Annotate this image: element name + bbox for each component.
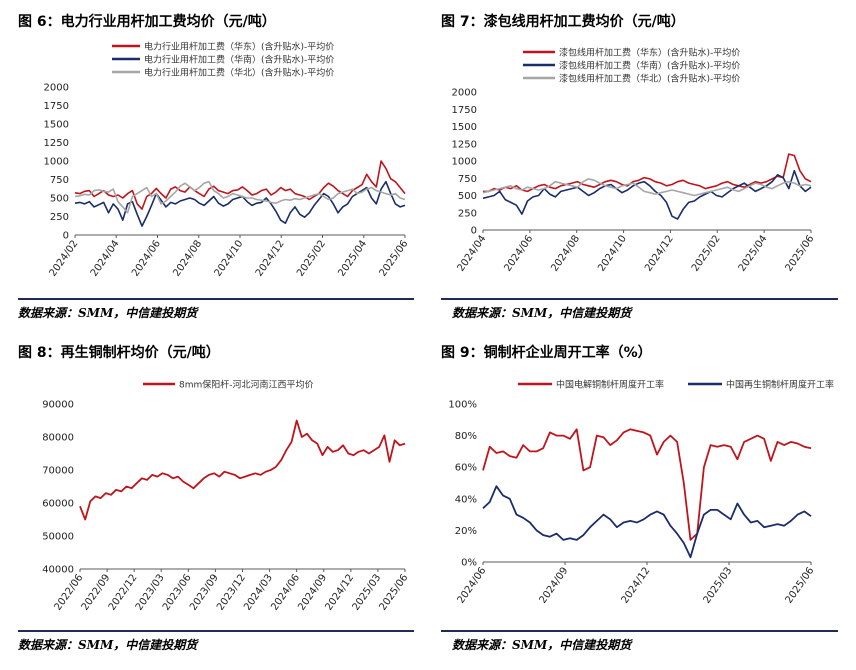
y-tick-label: 1000 [44, 157, 69, 168]
legend-label: 电力行业用杆加工费（华北）(含升贴水)-平均价 [144, 67, 334, 79]
y-tick-label: 500 [458, 191, 477, 202]
chart-title-fig7: 图 7：漆包线用杆加工费均价（元/吨） [441, 14, 685, 30]
source-note-fig9: 数据来源：SMM，中信建投期货 [452, 638, 632, 652]
series-line-2 [482, 169, 812, 220]
y-tick-label: 60% [455, 463, 477, 474]
x-tick-label: 2025/06 [784, 233, 817, 273]
x-tick-label: 2024/09 [538, 565, 571, 605]
series-line-3 [74, 180, 406, 214]
x-tick-label: 2024/02 [48, 238, 81, 278]
x-tick-label: 2025/06 [784, 565, 817, 605]
x-tick-label: 2024/12 [254, 238, 287, 278]
x-tick-label: 2024/10 [596, 233, 629, 273]
divider-fig9 [441, 630, 838, 632]
y-tick-label: 60000 [42, 499, 74, 510]
legend-label: 8mm保阳杆-河北河南江西平均价 [179, 379, 314, 391]
y-tick-label: 20% [455, 526, 477, 537]
legend-label: 电力行业用杆加工费（华东）(含升贴水)-平均价 [144, 41, 334, 53]
y-tick-label: 1500 [452, 122, 477, 133]
y-tick-label: 40000 [42, 565, 74, 576]
y-tick-label: 80% [455, 431, 477, 442]
series-line-1 [483, 153, 812, 193]
series-line-1 [79, 419, 406, 521]
legend-label: 中国电解铜制杆周度开工率 [556, 379, 664, 391]
legend-label: 电力行业用杆加工费（华南）(含升贴水)-平均价 [144, 54, 334, 66]
x-tick-label: 2025/02 [690, 233, 723, 273]
x-tick-label: 2024/12 [643, 233, 676, 273]
y-tick-label: 50000 [42, 532, 74, 543]
legend-label: 中国再生铜制杆周度开工率 [726, 379, 834, 391]
series-line-1 [74, 160, 406, 210]
divider-fig6 [18, 298, 414, 300]
legend-label: 漆包线用杆加工费（华东）(含升贴水)-平均价 [559, 47, 740, 59]
y-tick-label: 0 [63, 231, 69, 242]
y-tick-label: 40% [455, 494, 477, 505]
x-tick-label: 2024/04 [89, 238, 122, 278]
y-tick-label: 1000 [452, 157, 477, 168]
chart-title-fig9: 图 9：铜制杆企业周开工率（%） [441, 345, 652, 361]
y-tick-label: 750 [50, 175, 69, 186]
x-tick-label: 2024/12 [620, 565, 653, 605]
x-tick-label: 2024/06 [130, 238, 163, 278]
y-tick-label: 1250 [44, 138, 69, 149]
x-tick-label: 2024/04 [456, 233, 489, 273]
x-tick-label: 2025/06 [378, 238, 411, 278]
chart-fig7: 0 250 500 750 1000 1250 1500 1750 2000 2024/04 202… [452, 47, 817, 274]
x-tick-label: 2024/08 [549, 233, 582, 273]
x-tick-label: 2024/08 [171, 238, 204, 278]
series-line-2 [482, 485, 812, 559]
chart-title-fig8: 图 8：再生铜制杆均价（元/吨） [18, 345, 220, 361]
chart-fig9: 0% 20% 40% 60% 80% 100% 2024/06 2024/09 2024/12 2… [448, 379, 834, 606]
x-tick-label: 2025/03 [702, 565, 735, 605]
y-tick-label: 1750 [452, 105, 477, 116]
y-tick-label: 500 [50, 194, 69, 205]
y-tick-label: 80000 [42, 433, 74, 444]
y-tick-label: 750 [458, 174, 477, 185]
divider-fig7 [441, 298, 838, 300]
divider-fig8 [18, 630, 414, 632]
x-tick-label: 2025/02 [295, 238, 328, 278]
y-tick-label: 70000 [42, 466, 74, 477]
x-tick-label: 2024/06 [502, 233, 535, 273]
chart-title-fig6: 图 6：电力行业用杆加工费均价（元/吨） [18, 14, 276, 30]
source-note-fig6: 数据来源：SMM，中信建投期货 [18, 306, 198, 320]
x-tick-label: 2024/10 [213, 238, 246, 278]
legend-label: 漆包线用杆加工费（华南）(含升贴水)-平均价 [559, 60, 740, 72]
chart-fig8: 4000050000600007000080000900002022/06202… [42, 379, 410, 613]
source-note-fig8: 数据来源：SMM，中信建投期货 [18, 638, 198, 652]
legend-label: 漆包线用杆加工费（华北）(含升贴水)-平均价 [559, 73, 740, 85]
x-tick-label: 2025/04 [737, 233, 770, 273]
y-tick-label: 100% [448, 400, 477, 411]
y-tick-label: 250 [458, 208, 477, 219]
y-tick-label: 2000 [452, 88, 477, 99]
y-tick-label: 1250 [452, 139, 477, 150]
series-line-1 [482, 428, 812, 541]
x-tick-label: 2025/04 [336, 238, 369, 278]
source-note-fig7: 数据来源：SMM，中信建投期货 [452, 306, 632, 320]
y-tick-label: 0% [461, 558, 477, 569]
y-tick-label: 1500 [44, 120, 69, 131]
y-tick-label: 2000 [44, 83, 69, 94]
y-tick-label: 250 [50, 212, 69, 223]
y-tick-label: 90000 [42, 400, 74, 411]
y-tick-label: 0 [471, 226, 477, 237]
x-tick-label: 2024/06 [456, 565, 489, 605]
series-line-3 [482, 178, 812, 197]
y-tick-label: 1750 [44, 101, 69, 112]
